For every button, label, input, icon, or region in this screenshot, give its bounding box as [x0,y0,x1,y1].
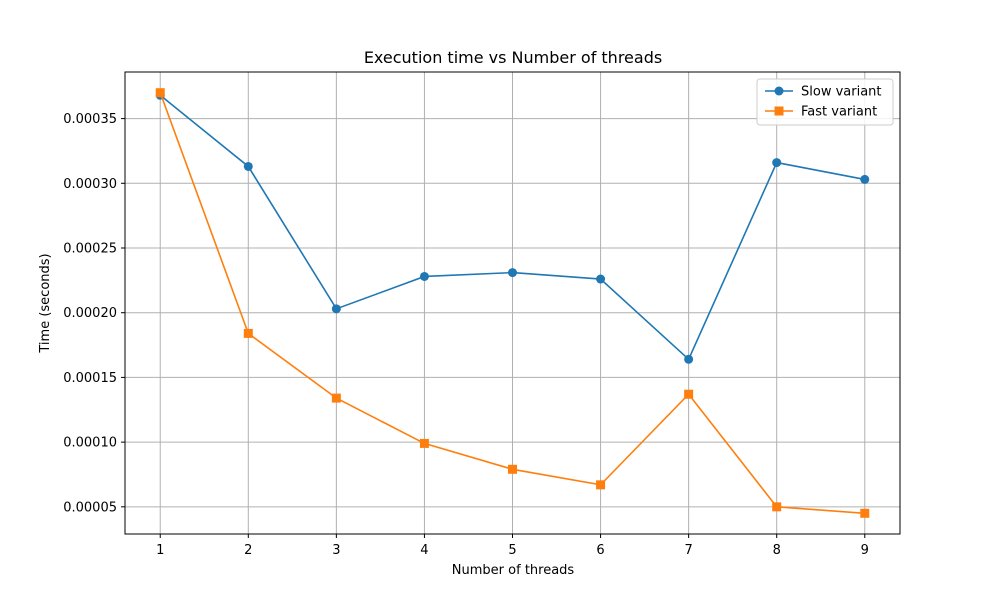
x-axis-label: Number of threads [452,563,575,578]
y-tick-label: 0.00005 [63,500,117,515]
chart-title: Execution time vs Number of threads [364,48,662,67]
y-tick-label: 0.00025 [63,242,117,257]
y-tick-label: 0.00030 [63,177,117,192]
legend-label-fast-variant: Fast variant [801,105,877,120]
legend-label-slow-variant: Slow variant [801,85,882,100]
y-tick-label: 0.00010 [63,436,117,451]
x-tick-label: 2 [244,543,252,558]
data-point-fast-variant [772,502,782,512]
data-point-fast-variant [419,438,429,448]
x-tick-label: 4 [420,543,428,558]
data-point-slow-variant [684,354,694,364]
x-tick-label: 6 [596,543,604,558]
data-point-fast-variant [860,508,870,518]
data-point-slow-variant [419,271,429,281]
y-axis: 0.00005 0.00010 0.00015 0.00020 0.00025 0.000… [63,112,125,515]
x-tick-label: 3 [332,543,340,558]
data-point-fast-variant [155,88,165,98]
series-slow-variant [155,90,870,364]
data-point-fast-variant [596,480,606,490]
x-tick-label: 5 [508,543,516,558]
data-point-slow-variant [596,274,606,284]
data-point-fast-variant [331,393,341,403]
x-tick-label: 7 [684,543,692,558]
data-point-fast-variant [243,328,253,338]
series-layer [155,88,870,518]
data-point-slow-variant [772,158,782,168]
x-axis: 1 2 3 4 5 6 7 8 9 [156,534,869,558]
data-point-slow-variant [243,161,253,171]
legend-marker-slow-variant [774,86,784,96]
y-axis-label: Time (seconds) [38,253,53,353]
data-point-fast-variant [684,389,694,399]
data-point-slow-variant [508,268,517,278]
series-fast-variant [155,88,870,518]
x-tick-label: 9 [861,543,869,558]
x-tick-label: 8 [773,543,781,558]
y-tick-label: 0.00020 [63,306,117,321]
data-point-slow-variant [331,304,341,314]
y-tick-label: 0.00035 [63,112,117,127]
x-tick-label: 1 [156,543,164,558]
legend: Slow variant Fast variant [756,78,894,126]
data-point-slow-variant [860,174,870,184]
y-tick-label: 0.00015 [63,371,117,386]
data-point-fast-variant [508,464,517,474]
legend-marker-fast-variant [774,106,784,116]
grid-lines [125,72,900,534]
